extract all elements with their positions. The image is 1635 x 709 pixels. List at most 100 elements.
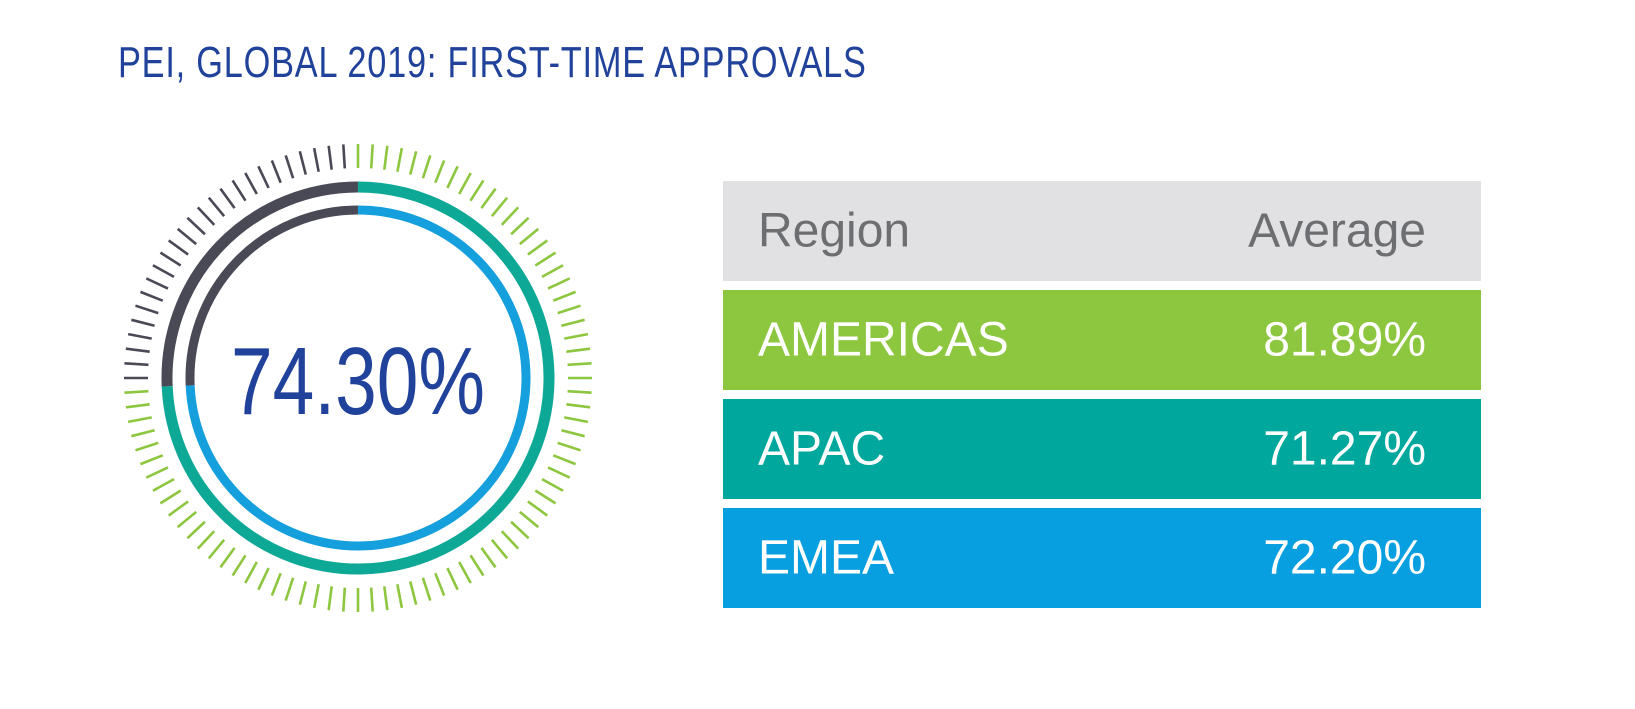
tick-mark xyxy=(469,179,485,202)
region-average: 72.20% xyxy=(1263,531,1426,585)
tick-mark xyxy=(139,454,164,466)
tick-mark xyxy=(167,239,189,256)
tick-mark xyxy=(219,547,236,569)
inner-ring-remainder xyxy=(185,205,358,386)
tick-mark xyxy=(383,586,389,611)
region-table: Region Average AMERICAS 81.89% APAC 71.2… xyxy=(723,181,1481,617)
tick-mark xyxy=(159,251,182,267)
tick-mark xyxy=(270,159,282,184)
tick-mark xyxy=(534,251,557,267)
tick-mark xyxy=(566,347,591,353)
chart-title: PEI, GLOBAL 2019: FIRST-TIME APPROVALS xyxy=(118,38,867,87)
tick-mark xyxy=(298,581,308,605)
middle-ring-remainder xyxy=(161,181,358,387)
tick-mark xyxy=(434,572,446,597)
tick-mark xyxy=(135,304,159,315)
tick-mark xyxy=(145,277,169,290)
tick-mark xyxy=(564,332,589,340)
table-header-row: Region Average xyxy=(723,181,1481,281)
tick-mark xyxy=(480,187,497,209)
tick-mark xyxy=(145,466,169,479)
tick-mark xyxy=(196,206,216,226)
tick-mark xyxy=(186,216,206,236)
tick-mark xyxy=(490,538,509,560)
tick-mark xyxy=(490,196,509,218)
tick-mark xyxy=(541,264,564,278)
tick-mark xyxy=(207,538,226,560)
tick-mark xyxy=(518,227,540,246)
tick-mark xyxy=(510,520,530,540)
table-row-americas: AMERICAS 81.89% xyxy=(723,290,1481,390)
tick-mark xyxy=(408,581,418,605)
tick-mark xyxy=(312,584,320,609)
overall-value: 74.30% xyxy=(231,328,485,435)
tick-mark xyxy=(446,567,459,591)
tick-mark xyxy=(458,172,472,195)
tick-mark xyxy=(561,318,585,328)
tick-mark xyxy=(176,510,198,529)
tick-mark xyxy=(244,561,258,584)
tick-mark xyxy=(547,277,571,290)
tick-mark xyxy=(125,347,150,353)
tick-mark xyxy=(327,586,333,611)
tick-mark xyxy=(500,530,520,550)
tick-mark xyxy=(547,466,571,479)
tick-mark xyxy=(327,145,333,170)
tick-mark xyxy=(567,362,592,367)
tick-mark xyxy=(552,454,577,466)
tick-mark xyxy=(541,478,564,492)
tick-mark xyxy=(135,441,159,452)
tick-mark xyxy=(231,179,247,202)
tick-mark xyxy=(257,165,270,189)
region-name: AMERICAS xyxy=(758,313,1009,367)
tick-mark xyxy=(369,144,374,169)
tick-mark xyxy=(131,318,155,328)
tick-mark xyxy=(383,145,389,170)
tick-mark xyxy=(270,572,282,597)
tick-mark xyxy=(557,304,581,315)
tick-mark xyxy=(434,159,446,184)
tick-mark xyxy=(527,239,549,256)
tick-mark xyxy=(446,165,459,189)
tick-mark xyxy=(139,290,164,302)
region-average: 71.27% xyxy=(1263,422,1426,476)
tick-mark xyxy=(152,478,175,492)
tick-mark xyxy=(124,389,149,394)
tick-mark xyxy=(527,500,549,517)
tick-mark xyxy=(219,187,236,209)
tick-mark xyxy=(469,554,485,577)
tick-mark xyxy=(176,227,198,246)
tick-mark xyxy=(207,196,226,218)
table-row-apac: APAC 71.27% xyxy=(723,399,1481,499)
region-average: 81.89% xyxy=(1263,313,1426,367)
tick-mark xyxy=(186,520,206,540)
tick-mark xyxy=(567,389,592,394)
outer-tick-ring xyxy=(124,144,592,612)
tick-mark xyxy=(421,577,432,601)
tick-mark xyxy=(125,403,150,409)
tick-mark xyxy=(500,206,520,226)
middle-ring-value xyxy=(161,181,555,575)
tick-mark xyxy=(159,489,182,505)
tick-mark xyxy=(566,403,591,409)
tick-mark xyxy=(284,577,295,601)
tick-mark xyxy=(231,554,247,577)
tick-mark xyxy=(244,172,258,195)
tick-mark xyxy=(561,428,585,438)
tick-mark xyxy=(284,155,295,179)
tick-mark xyxy=(552,290,577,302)
tick-mark xyxy=(124,362,149,367)
tick-mark xyxy=(557,441,581,452)
tick-mark xyxy=(396,147,404,172)
header-average: Average xyxy=(1248,204,1426,258)
tick-mark xyxy=(458,561,472,584)
tick-mark xyxy=(127,416,152,424)
tick-mark xyxy=(518,510,540,529)
tick-mark xyxy=(342,587,347,612)
tick-mark xyxy=(421,155,432,179)
tick-mark xyxy=(257,567,270,591)
tick-mark xyxy=(196,530,216,550)
region-name: EMEA xyxy=(758,531,895,585)
tick-mark xyxy=(167,500,189,517)
donut-gauge: 74.30% xyxy=(124,144,592,612)
